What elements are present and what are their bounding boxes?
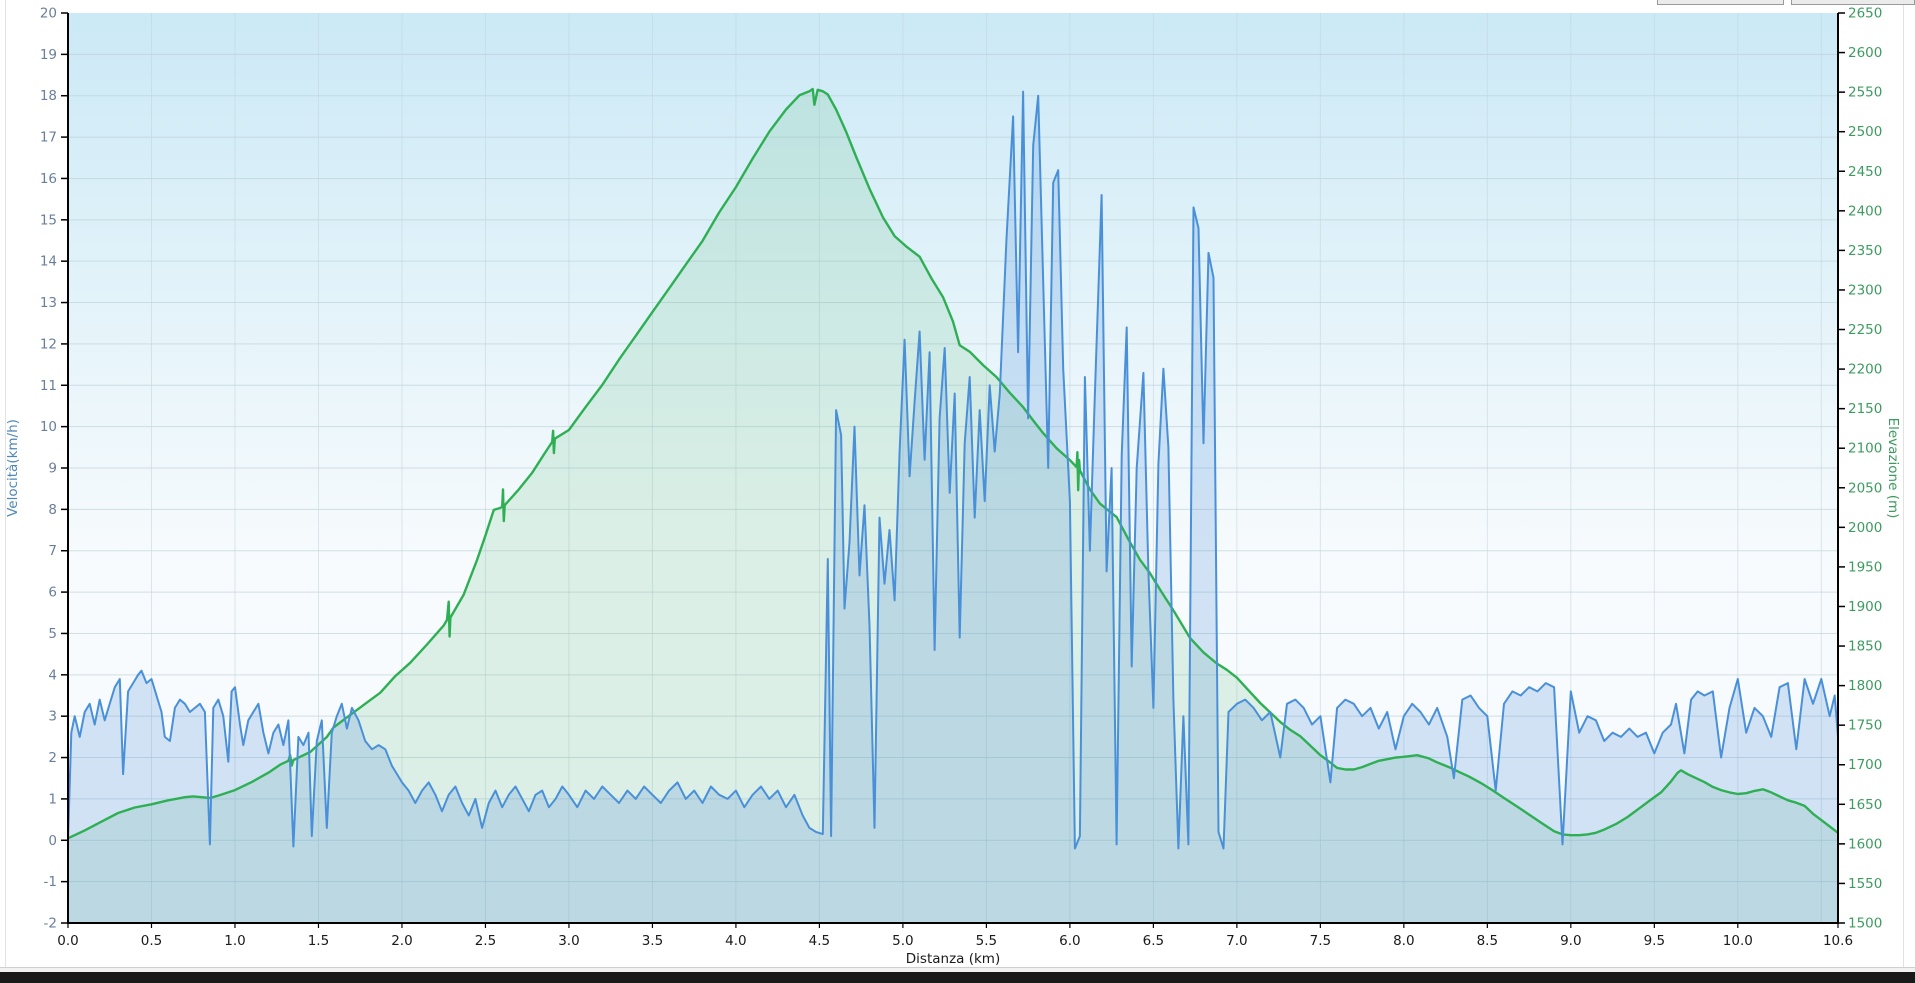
svg-text:9: 9: [48, 461, 57, 477]
svg-text:17: 17: [40, 130, 57, 146]
svg-text:5.0: 5.0: [892, 933, 913, 949]
svg-text:2400: 2400: [1848, 203, 1882, 219]
svg-text:1850: 1850: [1848, 639, 1882, 655]
velocity-area: [68, 91, 1838, 924]
panel-border-left: [5, 0, 6, 967]
svg-text:7.5: 7.5: [1310, 933, 1331, 949]
svg-text:11: 11: [40, 378, 57, 394]
svg-text:6.0: 6.0: [1059, 933, 1080, 949]
velocity-line: [67, 90, 1839, 850]
svg-text:1750: 1750: [1848, 718, 1882, 734]
svg-text:0.0: 0.0: [57, 933, 78, 949]
svg-text:1500: 1500: [1848, 916, 1882, 932]
svg-text:13: 13: [40, 295, 57, 311]
elevation-line: [67, 87, 1839, 840]
left-axis-title: Velocità(km/h): [5, 419, 21, 517]
svg-text:10: 10: [40, 419, 57, 435]
svg-text:14: 14: [40, 254, 57, 270]
svg-text:2600: 2600: [1848, 45, 1882, 61]
svg-text:6.5: 6.5: [1143, 933, 1164, 949]
svg-text:16: 16: [40, 171, 57, 187]
svg-text:8.5: 8.5: [1477, 933, 1498, 949]
svg-text:10.0: 10.0: [1723, 933, 1753, 949]
svg-text:15: 15: [40, 212, 57, 228]
svg-text:1.0: 1.0: [224, 933, 245, 949]
svg-text:-1: -1: [44, 874, 57, 890]
svg-text:2200: 2200: [1848, 362, 1882, 378]
svg-text:1600: 1600: [1848, 836, 1882, 852]
x-axis-title: Distanza (km): [906, 951, 1000, 967]
tick-labels: -2-1012345678910111213141516171819201500…: [40, 6, 1883, 950]
svg-text:1700: 1700: [1848, 757, 1882, 773]
svg-text:2500: 2500: [1848, 124, 1882, 140]
svg-text:4: 4: [48, 667, 57, 683]
series-lines: [67, 87, 1839, 850]
svg-text:2.5: 2.5: [475, 933, 496, 949]
svg-text:2550: 2550: [1848, 85, 1882, 101]
panel-border-right: [1903, 0, 1904, 967]
svg-text:2: 2: [48, 750, 57, 766]
svg-text:0: 0: [48, 833, 57, 849]
svg-text:5: 5: [48, 626, 57, 642]
svg-text:10.6: 10.6: [1823, 933, 1853, 949]
elevation-area: [68, 89, 1838, 923]
svg-text:1650: 1650: [1848, 797, 1882, 813]
svg-text:7: 7: [48, 543, 57, 559]
svg-text:1550: 1550: [1848, 876, 1882, 892]
svg-text:1900: 1900: [1848, 599, 1882, 615]
svg-text:2050: 2050: [1848, 480, 1882, 496]
svg-text:2350: 2350: [1848, 243, 1882, 259]
svg-text:2650: 2650: [1848, 6, 1882, 22]
svg-text:20: 20: [40, 6, 57, 22]
svg-text:3.5: 3.5: [642, 933, 663, 949]
svg-text:2150: 2150: [1848, 401, 1882, 417]
svg-text:-2: -2: [44, 916, 57, 932]
svg-text:3: 3: [48, 709, 57, 725]
svg-text:1: 1: [48, 791, 57, 807]
svg-text:7.0: 7.0: [1226, 933, 1247, 949]
svg-text:4.0: 4.0: [725, 933, 746, 949]
svg-text:8: 8: [48, 502, 57, 518]
svg-text:6: 6: [48, 585, 57, 601]
svg-text:1800: 1800: [1848, 678, 1882, 694]
svg-text:2300: 2300: [1848, 282, 1882, 298]
svg-text:2.0: 2.0: [391, 933, 412, 949]
svg-text:3.0: 3.0: [558, 933, 579, 949]
page-bottom-strip: [0, 967, 1915, 972]
svg-text:9.5: 9.5: [1644, 933, 1665, 949]
svg-text:8.0: 8.0: [1393, 933, 1414, 949]
svg-text:2000: 2000: [1848, 520, 1882, 536]
toolbar-button-stub-1[interactable]: [1657, 0, 1784, 5]
svg-text:0.5: 0.5: [141, 933, 162, 949]
svg-text:12: 12: [40, 336, 57, 352]
svg-text:18: 18: [40, 88, 57, 104]
bottom-bar: [0, 972, 1915, 983]
svg-text:1.5: 1.5: [308, 933, 329, 949]
svg-text:9.0: 9.0: [1560, 933, 1581, 949]
svg-text:4.5: 4.5: [809, 933, 830, 949]
svg-text:1950: 1950: [1848, 559, 1882, 575]
right-axis-title: Elevazione (m): [1885, 418, 1901, 519]
series-areas: [68, 89, 1838, 924]
svg-text:2450: 2450: [1848, 164, 1882, 180]
svg-text:2250: 2250: [1848, 322, 1882, 338]
svg-text:2100: 2100: [1848, 441, 1882, 457]
axes: [61, 12, 1845, 928]
svg-text:5.5: 5.5: [976, 933, 997, 949]
svg-text:19: 19: [40, 47, 57, 63]
